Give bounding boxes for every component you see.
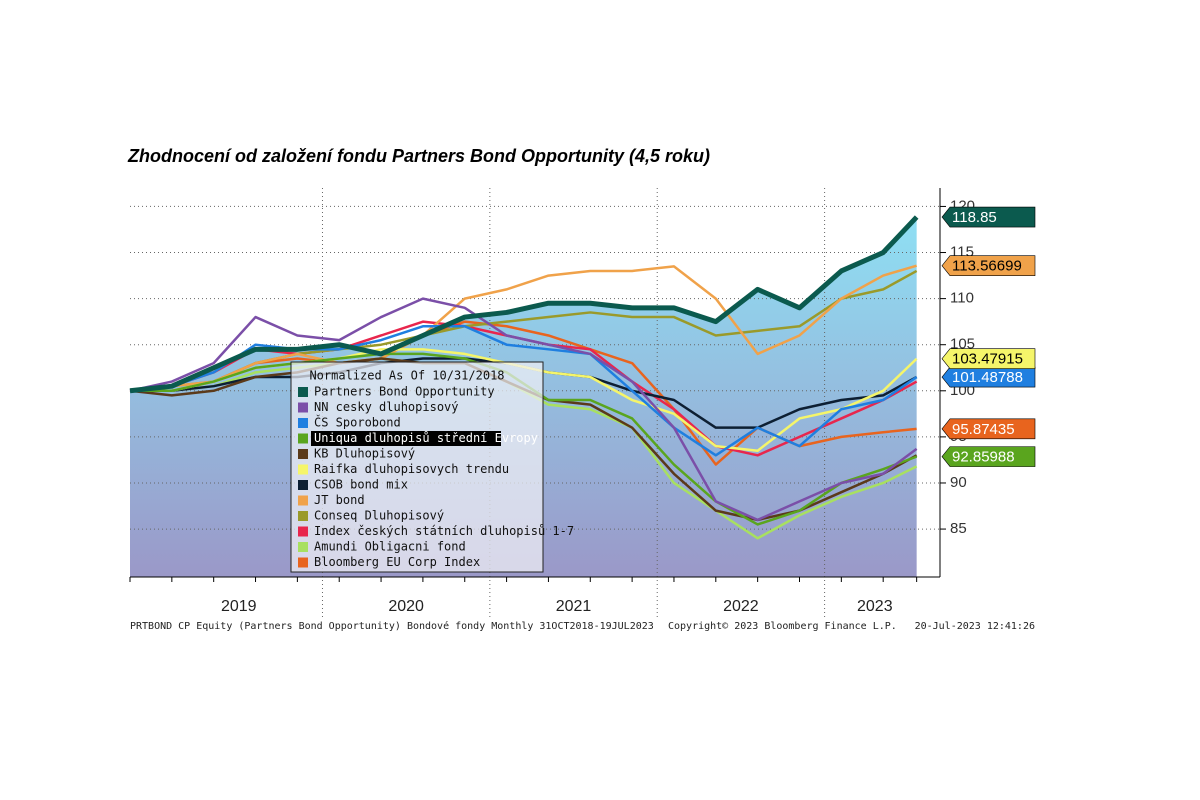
legend-swatch bbox=[298, 557, 308, 568]
series-line bbox=[129, 325, 918, 457]
legend-label: JT bond bbox=[314, 493, 365, 507]
legend-highlight bbox=[311, 431, 501, 446]
end-label-box bbox=[941, 206, 1036, 228]
legend-swatch bbox=[298, 495, 308, 506]
legend-label: ČS Sporobond bbox=[314, 415, 401, 430]
end-label-box bbox=[941, 366, 1036, 388]
legend-swatch bbox=[298, 449, 308, 459]
legend-label: NN cesky dluhopisový bbox=[314, 400, 459, 414]
y-tick-label: 90 bbox=[950, 474, 967, 491]
legend-label: CSOB bond mix bbox=[314, 478, 408, 492]
legend-swatch bbox=[298, 387, 308, 397]
legend-box bbox=[290, 361, 544, 573]
series-line bbox=[129, 297, 918, 522]
footer-right: 20-Jul-2023 12:41:26 bbox=[915, 621, 1035, 632]
end-label: 113.56699 bbox=[952, 258, 1022, 275]
end-label-box bbox=[941, 446, 1036, 467]
legend-swatch bbox=[298, 464, 308, 475]
legend-swatch bbox=[298, 511, 308, 521]
x-tick-label: 2019 bbox=[221, 598, 257, 615]
legend-label: Conseq Dluhopisový bbox=[314, 509, 444, 523]
end-label: 92.85988 bbox=[952, 449, 1015, 466]
y-tick-label: 105 bbox=[950, 336, 975, 353]
series-line bbox=[129, 264, 918, 393]
chart-title: Zhodnocení od založení fondu Partners Bo… bbox=[127, 146, 710, 166]
y-tick-label: 85 bbox=[950, 520, 967, 537]
legend-swatch bbox=[298, 480, 308, 490]
end-label-box bbox=[941, 255, 1036, 277]
x-tick-label: 2023 bbox=[857, 598, 893, 615]
legend-label: KB Dluhopisový bbox=[314, 447, 415, 461]
footer-left: PRTBOND CP Equity (Partners Bond Opportu… bbox=[130, 620, 654, 632]
x-tick-label: 2021 bbox=[556, 598, 592, 615]
legend-swatch bbox=[298, 433, 308, 444]
end-label-box bbox=[941, 418, 1036, 440]
legend-swatch bbox=[298, 402, 308, 413]
legend-label: Amundi Obligacni fond bbox=[314, 540, 466, 554]
legend-label: Uniqua dluhopisů střední Evropy bbox=[314, 431, 538, 445]
legend-swatch bbox=[298, 526, 308, 537]
end-label: 103.47915 bbox=[952, 351, 1023, 368]
end-label: 95.87435 bbox=[952, 421, 1015, 438]
series-line bbox=[129, 215, 919, 394]
legend-label: Raifka dluhopisovych trendu bbox=[314, 462, 509, 476]
legend-swatch bbox=[298, 418, 308, 428]
x-tick-label: 2022 bbox=[723, 598, 759, 615]
legend-label: Index českých státních dluhopisů 1-7 bbox=[314, 524, 574, 538]
y-tick-label: 110 bbox=[950, 290, 974, 307]
legend-label: Bloomberg EU Corp Index bbox=[314, 555, 480, 569]
legend-swatch bbox=[298, 542, 308, 552]
legend-label: Partners Bond Opportunity bbox=[314, 385, 495, 399]
legend-title: Normalized As Of 10/31/2018 bbox=[309, 369, 504, 383]
x-tick-label: 2020 bbox=[388, 598, 424, 615]
end-label-box bbox=[941, 348, 1036, 370]
end-label: 118.85 bbox=[952, 209, 997, 226]
footer-mid: Copyright© 2023 Bloomberg Finance L.P. bbox=[668, 621, 897, 632]
end-label: 101.48788 bbox=[952, 369, 1023, 386]
